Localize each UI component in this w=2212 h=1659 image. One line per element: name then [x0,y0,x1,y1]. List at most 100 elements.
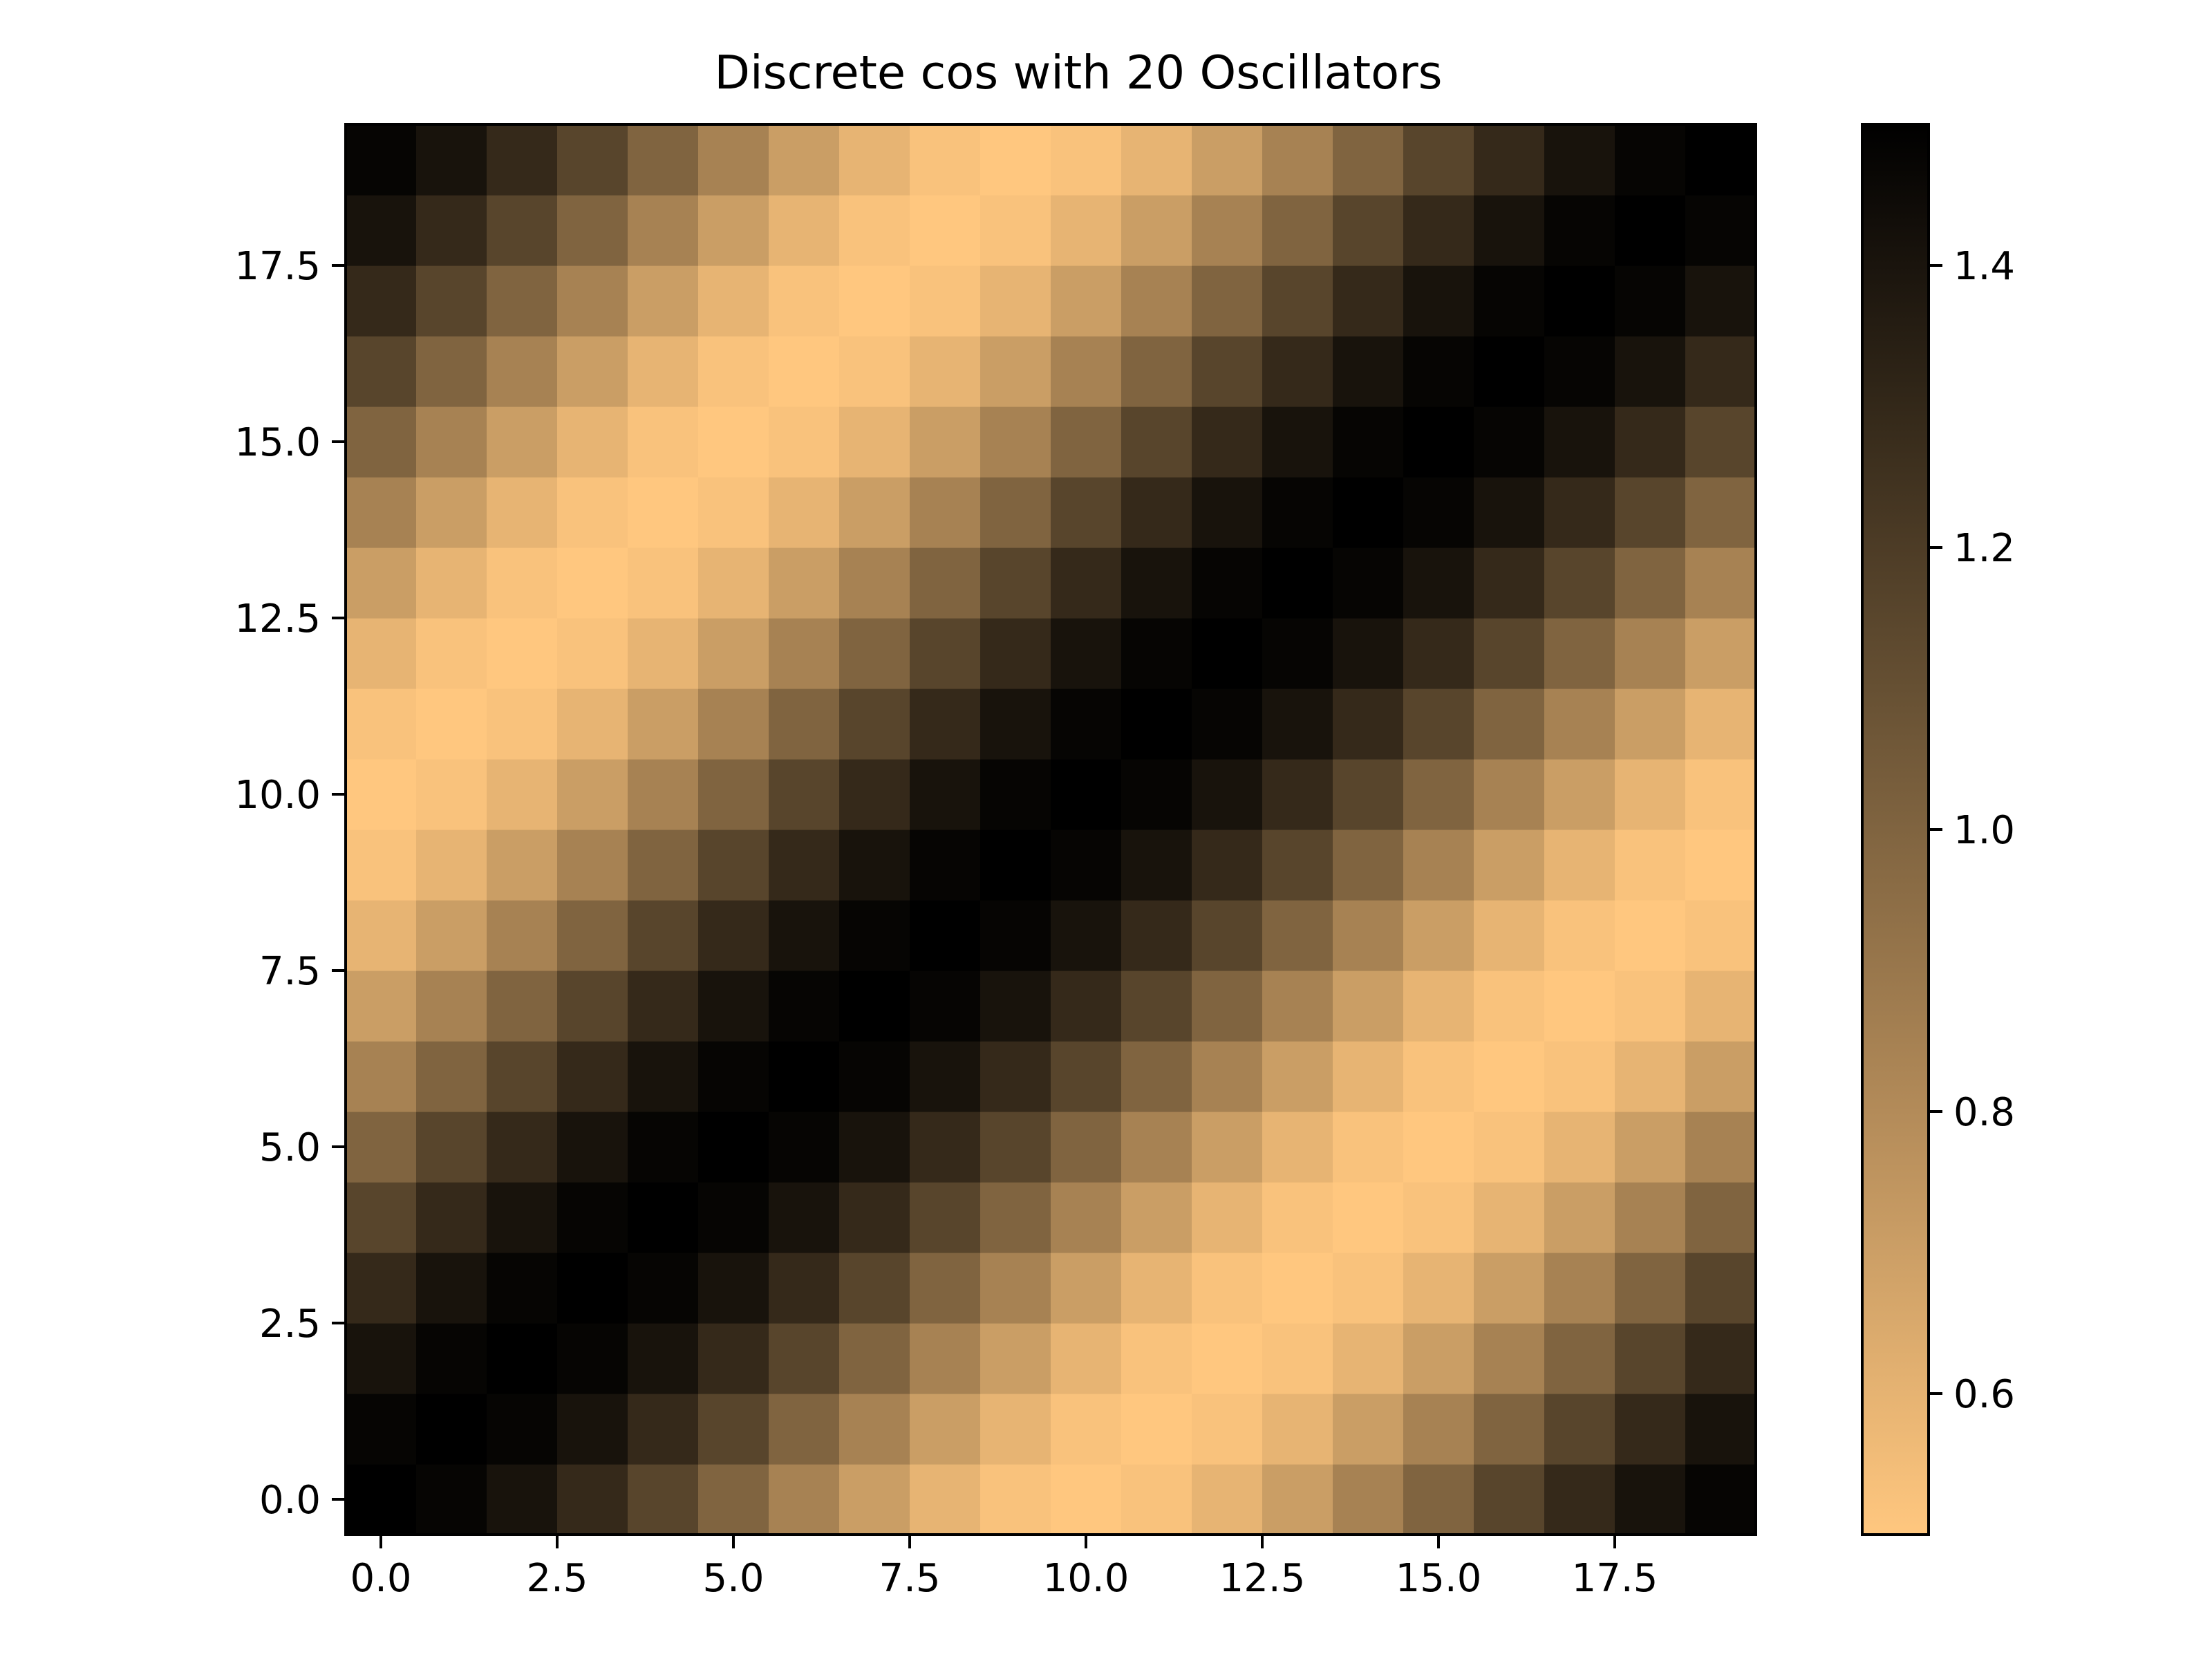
heatmap-cell [1403,1323,1474,1394]
heatmap-cell [698,759,769,830]
heatmap-cell [839,477,910,548]
heatmap-cell [1544,688,1615,760]
heatmap-cell [557,265,628,337]
heatmap-cell [1051,124,1122,196]
heatmap-cell [1333,547,1404,619]
heatmap-cell [1333,830,1404,901]
heatmap-cell [1544,1182,1615,1253]
heatmap-cell [769,618,840,689]
heatmap-cell [1615,618,1686,689]
heatmap-cell [1051,1323,1122,1394]
heatmap-cell [910,830,981,901]
heatmap-cell [1544,1112,1615,1183]
heatmap-cell [1192,1041,1263,1112]
heatmap-cell [487,1394,558,1465]
heatmap-cell [839,1253,910,1324]
heatmap-cell [1192,195,1263,266]
heatmap-cell [628,1394,699,1465]
heatmap-cell [1403,406,1474,478]
heatmap-cell [628,195,699,266]
heatmap-cell [1262,1182,1333,1253]
heatmap-cell [1192,971,1263,1042]
heatmap-cell [910,1394,981,1465]
heatmap-cell [1051,1112,1122,1183]
heatmap-cell [1685,830,1756,901]
heatmap-cell [1474,547,1545,619]
heatmap-cell [1685,1253,1756,1324]
heatmap-cell [839,336,910,407]
heatmap-cell [910,1323,981,1394]
heatmap-cell [698,971,769,1042]
heatmap-cell [1474,406,1545,478]
heatmap-cell [1121,547,1192,619]
heatmap-cell [1333,124,1404,196]
heatmap-cell [1192,477,1263,548]
heatmap-cell [1051,265,1122,337]
heatmap-cell [910,1253,981,1324]
heatmap-cell [980,477,1051,548]
heatmap-cell [557,195,628,266]
heatmap-cell [487,265,558,337]
heatmap-cell [628,1323,699,1394]
heatmap-cell [980,759,1051,830]
heatmap-cell [557,1323,628,1394]
heatmap-cell [1403,1041,1474,1112]
heatmap-cell [698,618,769,689]
heatmap-cell [1121,265,1192,337]
heatmap-cell [1192,547,1263,619]
heatmap-cell [1615,1182,1686,1253]
heatmap-cell [346,1323,417,1394]
heatmap-cell [980,1394,1051,1465]
heatmap-cell [346,547,417,619]
x-tick-label: 2.5 [526,1556,588,1601]
heatmap-cell [1474,1323,1545,1394]
heatmap-cell [1051,1464,1122,1535]
heatmap-cell [1544,1394,1615,1465]
heatmap-cell [1544,830,1615,901]
heatmap-cell [769,1253,840,1324]
heatmap-cell [487,830,558,901]
heatmap-cell [839,1323,910,1394]
heatmap-cell [1051,336,1122,407]
heatmap-cell [980,900,1051,971]
heatmap-cell [1192,1394,1263,1465]
heatmap-cell [346,900,417,971]
heatmap-cell [698,477,769,548]
heatmap-cell [1333,477,1404,548]
heatmap-cell [1262,547,1333,619]
heatmap-cell [980,195,1051,266]
heatmap-cell [557,688,628,760]
heatmap-cell [487,1323,558,1394]
heatmap-cell [1121,1112,1192,1183]
heatmap-cell [1192,265,1263,337]
heatmap-cell [346,1394,417,1465]
heatmap-cell [1685,1112,1756,1183]
heatmap-cell [1615,1323,1686,1394]
y-tick-label: 12.5 [234,597,321,641]
heatmap-cell [1121,477,1192,548]
heatmap-cell [628,477,699,548]
heatmap-cell [1474,900,1545,971]
heatmap-cell [980,830,1051,901]
heatmap-cell [839,971,910,1042]
heatmap-cell [769,195,840,266]
heatmap-cell [416,1464,487,1535]
heatmap-cell [839,830,910,901]
heatmap-cell [1685,1394,1756,1465]
heatmap-cell [1615,1394,1686,1465]
heatmap-cell [1544,1464,1615,1535]
heatmap-cell [628,618,699,689]
heatmap-cell [628,830,699,901]
heatmap-cell [1474,1182,1545,1253]
heatmap-cell [1615,1464,1686,1535]
heatmap-cell [1051,477,1122,548]
heatmap-cell [698,1394,769,1465]
heatmap-cell [910,195,981,266]
y-tick-label: 7.5 [259,949,321,994]
heatmap-cell [1474,1253,1545,1324]
heatmap-cell [1544,1041,1615,1112]
heatmap-cell [1333,336,1404,407]
heatmap-cell [839,1041,910,1112]
heatmap-cell [769,759,840,830]
heatmap-cell [1121,1182,1192,1253]
